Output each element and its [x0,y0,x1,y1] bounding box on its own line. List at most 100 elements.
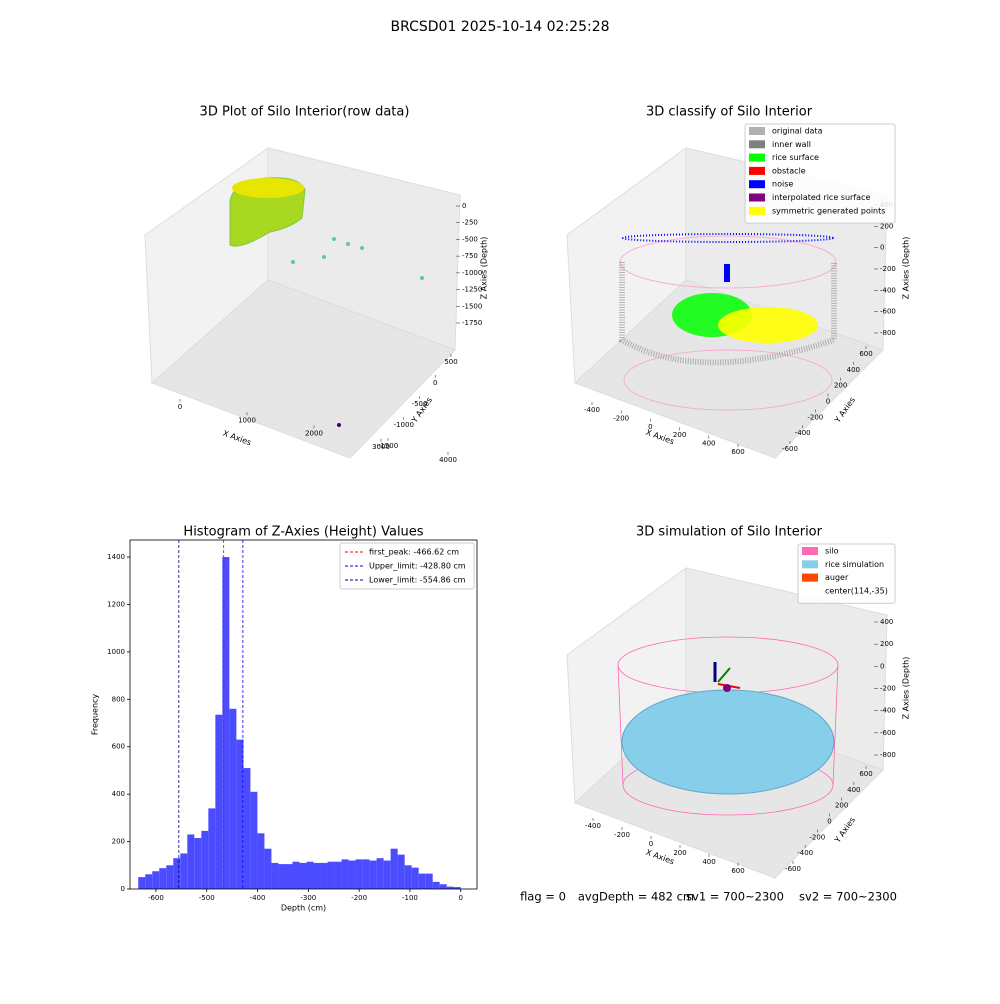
silo-simulation [617,636,839,816]
legend-swatch [749,153,765,162]
legend-swatch [749,127,765,135]
x-axis-label: X Axies [645,848,676,867]
legend-label: auger [825,573,849,582]
y-tick-label: 200 [112,838,125,846]
bar [152,871,160,889]
bar [376,858,384,889]
bar [229,708,237,889]
bar [390,848,398,889]
legend-box [339,542,475,590]
legend-label: original data [772,127,823,136]
y-tick-label: 600 [112,743,125,751]
legend-label: Lower_limit: -554.86 cm [369,576,466,585]
bar [278,864,286,889]
y-tick-label: 0 [826,398,830,406]
z-tick-label: -800 [880,329,896,337]
y-tick-label: 200 [834,382,847,390]
legend-swatch [749,193,765,202]
y-tick-label: 400 [112,790,125,798]
bar [418,873,426,889]
legend-label: Upper_limit: -428.80 cm [369,562,466,571]
x-tick-label: -200 [613,414,629,422]
z-axis-label: Z Axies (Depth) [902,237,911,300]
legend-swatch [802,573,818,582]
bar [250,791,258,889]
z-tick-label: -1500 [462,302,482,310]
z-tick-label: -750 [462,252,478,260]
z-tick-label: -200 [880,265,896,273]
status-text: sv2 = 700~2300 [799,890,897,904]
y-tick-label: 600 [859,350,872,358]
bar [327,861,335,889]
legend-box [797,543,896,604]
plot-frame [129,539,478,890]
z-tick-label: 0 [462,202,466,210]
bar [334,861,342,889]
x-axis-label: X Axies [645,428,676,447]
x-tick-label: 600 [731,448,744,456]
y-tick-label: 1400 [107,553,125,561]
point-cloud-classified [619,233,837,411]
bar [341,859,349,889]
y-tick-label: 0 [433,379,437,387]
x-tick-label: -200 [351,894,367,902]
legend-label: noise [772,180,793,189]
y-tick-label: -600 [785,865,801,873]
z-tick-label: 200 [880,640,893,648]
y-tick-label: -600 [782,445,798,453]
y-tick-label: 200 [835,802,848,810]
legend-label: symmetric generated points [772,206,885,215]
bar [222,557,230,889]
z-tick-label: -1750 [462,319,482,327]
x-tick-label: 200 [673,431,686,439]
bar [306,861,314,889]
legend-label: interpolated rice surface [772,193,870,202]
floor-pane [151,279,456,459]
y-tick-label: 1200 [107,600,125,608]
figure-title: BRCSD01 2025-10-14 02:25:28 [390,19,609,35]
bar [201,830,209,889]
legend-label: rice surface [772,153,819,162]
bar [348,860,356,889]
bar [432,881,440,889]
bar [208,808,216,889]
bar [180,853,188,889]
legend-swatch [802,547,818,555]
bar [236,739,244,889]
bar [159,868,167,889]
status-text: sv1 = 700~2300 [686,890,784,904]
bar [173,858,181,889]
z-axis-label: Z Axies (Depth) [902,657,911,720]
z-tick-label: 200 [880,222,893,230]
y-tick-label: -400 [797,849,813,857]
y-tick-label: 0 [121,885,125,893]
bar [215,714,223,889]
x-tick-label: -600 [148,894,164,902]
y-axis-label: Y Axies [832,816,857,846]
x-tick-label: 3000 [372,443,390,451]
bar [138,877,146,889]
legend-swatch [749,140,765,149]
z-tick-label: -1250 [462,286,482,294]
x-tick-label: 200 [673,849,686,857]
y-tick-label: 600 [859,770,872,778]
bar [369,860,377,889]
legend-label: silo [825,547,839,556]
bar [292,861,300,889]
x-tick-label: 0 [178,403,182,411]
bar [425,873,433,889]
bar [404,865,412,889]
bar [411,867,419,889]
x-tick-label: -200 [614,831,630,839]
bar [453,887,461,889]
x-tick-label: 0 [459,894,463,902]
bar [320,862,328,889]
bar [166,865,174,889]
bar [313,862,321,889]
y-tick-label: -500 [412,400,428,408]
bar [243,768,251,889]
bar [285,864,293,889]
bar [187,834,195,889]
x-tick-label: 2000 [305,430,323,438]
